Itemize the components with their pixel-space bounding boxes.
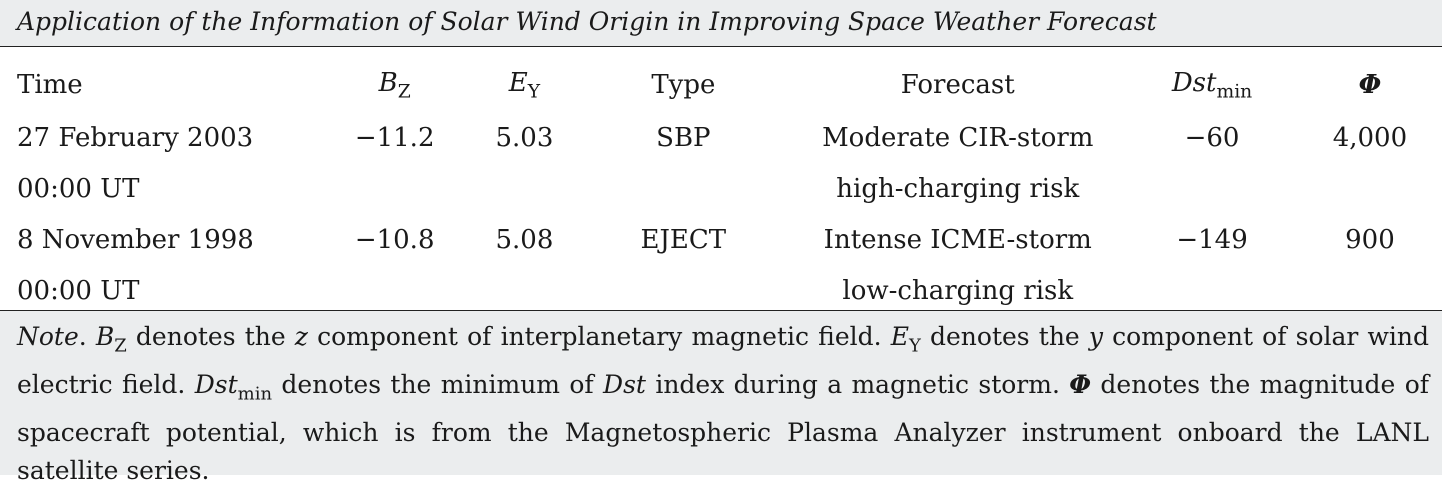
cell-forecast-continued: low-charging risk	[842, 275, 1074, 306]
cell-time-continued: 00:00 UT	[17, 275, 140, 306]
header-ey: EY	[508, 67, 541, 103]
cell-forecast-continued: high-charging risk	[836, 173, 1080, 204]
table-caption: Application of the Information of Solar …	[17, 7, 1157, 36]
note-band	[0, 311, 1442, 475]
header-dst-min: Dstmin	[1171, 67, 1253, 103]
cell-dst-min: −149	[1176, 224, 1248, 255]
cell-type: EJECT	[640, 224, 727, 255]
cell-forecast: Moderate CIR-storm	[822, 122, 1094, 153]
cell-phi: 4,000	[1332, 122, 1408, 153]
table-row-continuation: 00:00 UT low-charging risk	[0, 265, 1442, 316]
top-rule	[0, 46, 1442, 47]
cell-forecast: Intense ICME-storm	[823, 224, 1092, 255]
cell-bz: −11.2	[354, 122, 435, 153]
cell-dst-min: −60	[1184, 122, 1240, 153]
header-row: Time BZ EY Type Forecast Dstmin Φ	[0, 58, 1442, 112]
table-row: 27 February 2003 −11.2 5.03 SBP Moderate…	[0, 112, 1442, 163]
cell-ey: 5.08	[495, 224, 554, 255]
table-note: Note. BZ denotes the z component of inte…	[17, 322, 1430, 486]
table-row: 8 November 1998 −10.8 5.08 EJECT Intense…	[0, 214, 1442, 265]
cell-phi: 900	[1345, 224, 1395, 255]
cell-time: 27 February 2003	[17, 122, 254, 153]
bottom-rule	[0, 310, 1442, 311]
header-time: Time	[17, 70, 83, 100]
header-bz: BZ	[378, 67, 411, 103]
header-type: Type	[651, 70, 716, 100]
cell-bz: −10.8	[354, 224, 435, 255]
cell-time: 8 November 1998	[17, 224, 254, 255]
header-forecast: Forecast	[900, 70, 1015, 100]
table-row-continuation: 00:00 UT high-charging risk	[0, 163, 1442, 214]
caption-band	[0, 0, 1442, 46]
cell-type: SBP	[656, 122, 711, 153]
data-table: Time BZ EY Type Forecast Dstmin Φ 27 Feb…	[0, 58, 1442, 316]
header-phi: Φ	[1358, 70, 1382, 100]
cell-ey: 5.03	[495, 122, 554, 153]
cell-time-continued: 00:00 UT	[17, 173, 140, 204]
